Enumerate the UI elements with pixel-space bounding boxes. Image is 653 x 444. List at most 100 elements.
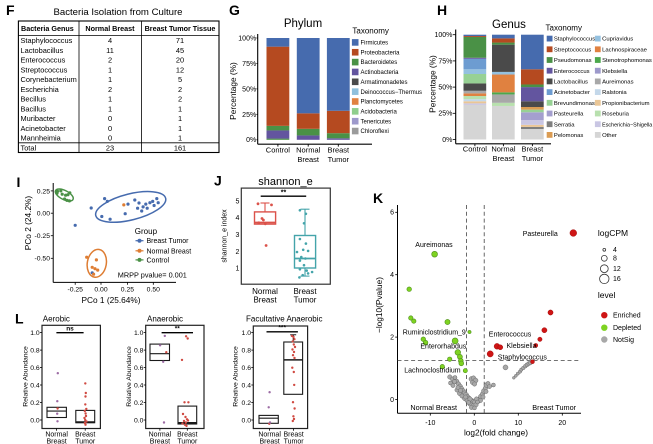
- svg-text:Klebsiella: Klebsiella: [507, 343, 537, 350]
- svg-text:Breast Tumor: Breast Tumor: [532, 403, 576, 412]
- svg-text:50%: 50%: [438, 85, 452, 92]
- svg-text:Serratia: Serratia: [554, 122, 575, 128]
- svg-text:Normal: Normal: [491, 145, 516, 154]
- svg-text:2: 2: [108, 56, 112, 65]
- svg-text:Control: Control: [266, 146, 291, 155]
- svg-text:NotSig: NotSig: [613, 337, 634, 344]
- svg-text:L: L: [15, 311, 24, 327]
- svg-text:12: 12: [176, 65, 184, 74]
- svg-text:Enterococcus: Enterococcus: [21, 56, 66, 65]
- svg-text:0%: 0%: [442, 137, 452, 144]
- svg-text:log2(fold change): log2(fold change): [464, 427, 528, 437]
- svg-text:MRPP pvalue= 0.001: MRPP pvalue= 0.001: [118, 270, 187, 279]
- svg-text:0.2: 0.2: [242, 400, 252, 407]
- svg-text:Anaerobic: Anaerobic: [147, 314, 183, 323]
- svg-text:6: 6: [390, 210, 394, 217]
- svg-text:Breast: Breast: [293, 287, 317, 296]
- svg-text:1.0: 1.0: [242, 330, 252, 337]
- svg-text:Corynebacterium: Corynebacterium: [21, 75, 77, 84]
- svg-text:Tumor: Tumor: [75, 438, 96, 444]
- svg-text:Lactobacillus: Lactobacillus: [554, 80, 588, 86]
- svg-text:Normal Breast: Normal Breast: [147, 248, 192, 255]
- svg-text:Klebsiella: Klebsiella: [602, 69, 628, 75]
- svg-text:0.8: 0.8: [242, 347, 252, 354]
- svg-text:1: 1: [178, 134, 182, 143]
- svg-text:Percentage (%): Percentage (%): [427, 55, 437, 113]
- svg-text:Tumor: Tumor: [328, 155, 350, 164]
- svg-text:Percentage (%): Percentage (%): [228, 62, 238, 120]
- svg-text:Aureimonas: Aureimonas: [415, 242, 453, 249]
- svg-text:Breast: Breast: [522, 145, 545, 154]
- svg-text:Normal: Normal: [296, 146, 321, 155]
- svg-text:shannon_e index: shannon_e index: [222, 209, 229, 263]
- svg-text:−log10(Pvalue): −log10(Pvalue): [374, 277, 384, 333]
- svg-text:20: 20: [558, 420, 566, 427]
- svg-text:Pasteurella: Pasteurella: [523, 231, 558, 238]
- svg-text:50%: 50%: [242, 86, 256, 93]
- svg-text:1.0: 1.0: [30, 330, 40, 337]
- svg-text:Enterorhabdus: Enterorhabdus: [420, 344, 466, 351]
- svg-text:1: 1: [235, 266, 239, 273]
- svg-text:Staphylococcus: Staphylococcus: [21, 36, 73, 45]
- svg-text:Ralstonia: Ralstonia: [602, 90, 627, 96]
- svg-text:0: 0: [390, 397, 394, 404]
- svg-text:Becillus: Becillus: [21, 95, 47, 104]
- svg-text:Streptococcus: Streptococcus: [21, 65, 68, 74]
- svg-text:-0.50: -0.50: [35, 256, 51, 263]
- svg-text:PCo 2 (24.2%): PCo 2 (24.2%): [23, 196, 33, 251]
- svg-text:Enriched: Enriched: [613, 313, 641, 320]
- svg-text:0.00: 0.00: [37, 211, 50, 218]
- svg-text:1.0: 1.0: [134, 330, 144, 337]
- svg-text:0.50: 0.50: [147, 287, 160, 294]
- svg-text:-10: -10: [425, 420, 435, 427]
- svg-text:Aerobic: Aerobic: [43, 314, 70, 323]
- svg-text:Breast: Breast: [493, 154, 516, 163]
- svg-text:Genus: Genus: [492, 19, 526, 31]
- svg-text:1: 1: [178, 104, 182, 113]
- svg-text:11: 11: [106, 46, 114, 55]
- svg-text:Brevundimonas: Brevundimonas: [554, 101, 595, 107]
- svg-text:Normal: Normal: [149, 432, 172, 439]
- svg-text:Relative Abundance: Relative Abundance: [126, 346, 133, 407]
- svg-text:0: 0: [108, 124, 112, 133]
- svg-text:0.0: 0.0: [30, 417, 40, 424]
- svg-text:75%: 75%: [438, 58, 452, 65]
- svg-text:K: K: [373, 190, 383, 206]
- svg-text:Streptococcus: Streptococcus: [554, 47, 591, 53]
- svg-text:0.00: 0.00: [94, 287, 107, 294]
- svg-text:Bacillus: Bacillus: [21, 104, 47, 113]
- svg-text:Firmicutes: Firmicutes: [361, 41, 389, 47]
- svg-text:level: level: [598, 290, 616, 300]
- svg-text:2: 2: [108, 85, 112, 94]
- svg-text:Proteobacteria: Proteobacteria: [361, 50, 401, 56]
- svg-text:12: 12: [613, 266, 621, 273]
- svg-text:0.4: 0.4: [30, 382, 40, 389]
- svg-text:Pseudomonas: Pseudomonas: [554, 58, 592, 64]
- svg-text:Breast Tumor: Breast Tumor: [147, 238, 190, 245]
- svg-text:0: 0: [108, 134, 112, 143]
- svg-text:2: 2: [178, 95, 182, 104]
- svg-text:PCo 1 (25.64%): PCo 1 (25.64%): [81, 295, 140, 305]
- svg-text:0.2: 0.2: [30, 400, 40, 407]
- svg-text:8: 8: [613, 256, 617, 263]
- svg-text:Escherichia: Escherichia: [21, 85, 60, 94]
- svg-text:5: 5: [178, 75, 182, 84]
- svg-text:Actinobacteria: Actinobacteria: [361, 70, 400, 76]
- svg-text:-0.25: -0.25: [67, 287, 83, 294]
- svg-text:Acinetobacter: Acinetobacter: [554, 90, 590, 96]
- svg-text:Planctomycetes: Planctomycetes: [361, 100, 403, 106]
- svg-text:Breast: Breast: [75, 432, 95, 439]
- svg-text:2: 2: [178, 85, 182, 94]
- svg-text:Phylum: Phylum: [284, 18, 322, 30]
- svg-text:Deinococcus−Thermus: Deinococcus−Thermus: [361, 90, 423, 96]
- svg-text:Bacteria Genus: Bacteria Genus: [21, 24, 74, 33]
- svg-text:I: I: [17, 174, 21, 190]
- svg-text:Ruminiclostridium_9: Ruminiclostridium_9: [403, 330, 466, 337]
- svg-text:Breast: Breast: [297, 155, 320, 164]
- svg-text:Bacteroidetes: Bacteroidetes: [361, 60, 398, 66]
- svg-text:16: 16: [613, 276, 621, 283]
- svg-text:Group: Group: [135, 227, 158, 236]
- svg-text:0%: 0%: [246, 137, 256, 144]
- svg-text:Relative Abundance: Relative Abundance: [233, 346, 240, 407]
- svg-text:Lachnoclostridium: Lachnoclostridium: [404, 368, 461, 375]
